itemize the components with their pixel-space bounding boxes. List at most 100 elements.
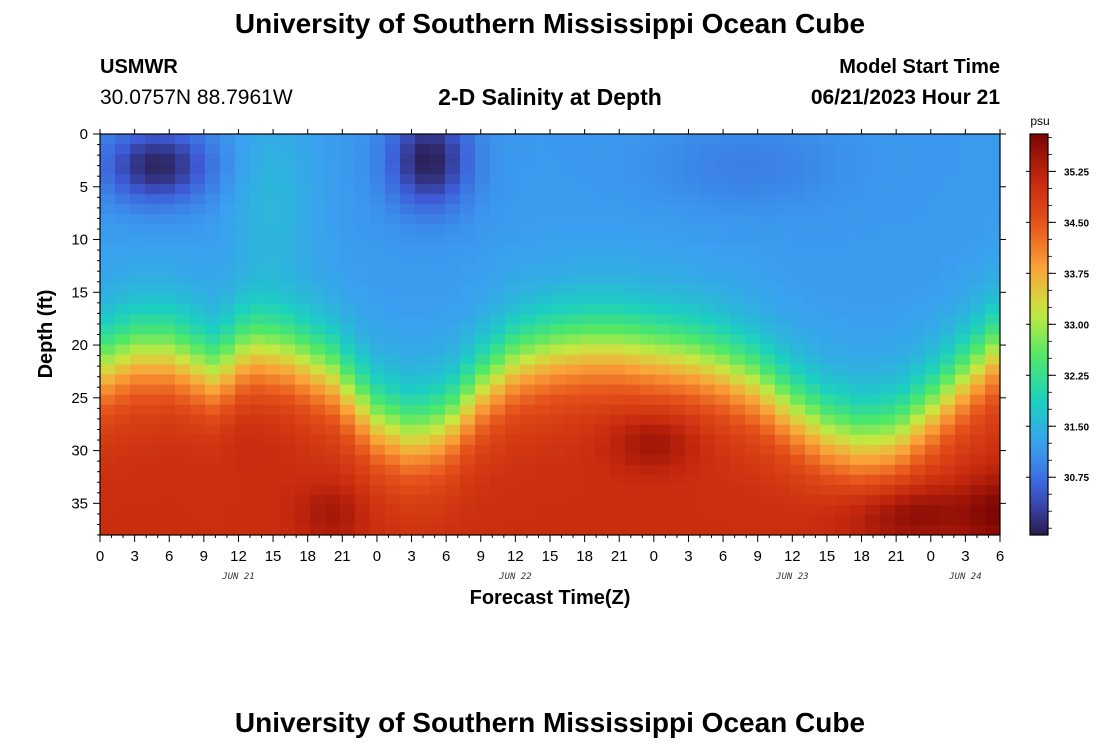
heatmap-cell <box>295 314 311 326</box>
heatmap-cell <box>535 144 551 155</box>
heatmap-cell <box>640 414 656 426</box>
heatmap-cell <box>685 254 701 265</box>
heatmap-cell <box>940 394 956 406</box>
heatmap-cell <box>490 384 506 396</box>
heatmap-cell <box>175 244 191 255</box>
heatmap-cell <box>940 434 956 446</box>
heatmap-cell <box>655 294 671 306</box>
heatmap-cell <box>190 514 206 526</box>
heatmap-cell <box>325 204 341 215</box>
heatmap-cell <box>325 234 341 245</box>
heatmap-cell <box>220 384 236 396</box>
heatmap-cell <box>445 474 461 486</box>
heatmap-cell <box>115 434 131 446</box>
heatmap-cell <box>820 354 836 366</box>
heatmap-cell <box>370 354 386 366</box>
heatmap-cell <box>670 324 686 336</box>
heatmap-cell <box>715 174 731 185</box>
heatmap-cell <box>895 334 911 346</box>
heatmap-cell <box>715 444 731 456</box>
heatmap-cell <box>340 504 356 516</box>
heatmap-cell <box>535 424 551 436</box>
heatmap-cell <box>880 354 896 366</box>
heatmap-cell <box>760 254 776 265</box>
heatmap-cell <box>925 464 941 476</box>
heatmap-cell <box>925 184 941 195</box>
heatmap-cell <box>805 324 821 336</box>
heatmap-cell <box>490 204 506 215</box>
heatmap-cell <box>700 354 716 366</box>
heatmap-cell <box>175 494 191 506</box>
heatmap-cell <box>985 364 1000 376</box>
heatmap-cell <box>970 204 986 215</box>
heatmap-cell <box>790 484 806 496</box>
heatmap-cell <box>430 524 446 535</box>
heatmap-cell <box>745 444 761 456</box>
heatmap-cell <box>145 244 161 255</box>
heatmap-cell <box>760 134 776 145</box>
heatmap-cell <box>385 444 401 456</box>
heatmap-cell <box>580 214 596 225</box>
heatmap-cell <box>550 334 566 346</box>
heatmap-cell <box>670 454 686 466</box>
heatmap-cell <box>715 204 731 215</box>
heatmap-cell <box>220 514 236 526</box>
heatmap-cell <box>100 474 116 486</box>
heatmap-cell <box>415 254 431 265</box>
x-tick-label: 12 <box>507 548 524 565</box>
heatmap-cell <box>265 494 281 506</box>
heatmap-cell <box>505 494 521 506</box>
heatmap-cell <box>295 414 311 426</box>
heatmap-cell <box>430 504 446 516</box>
heatmap-cell <box>880 474 896 486</box>
heatmap-cell <box>385 424 401 436</box>
heatmap-cell <box>325 494 341 506</box>
heatmap-cell <box>415 474 431 486</box>
heatmap-cell <box>700 424 716 436</box>
heatmap-cell <box>535 224 551 235</box>
heatmap-cell <box>790 464 806 476</box>
heatmap-cell <box>550 404 566 416</box>
heatmap-cell <box>700 494 716 506</box>
heatmap-cell <box>880 424 896 436</box>
heatmap-cell <box>715 314 731 326</box>
heatmap-cell <box>580 424 596 436</box>
heatmap-cell <box>415 394 431 406</box>
heatmap-cell <box>955 204 971 215</box>
heatmap-cell <box>760 184 776 195</box>
heatmap-cell <box>730 434 746 446</box>
heatmap-cell <box>430 384 446 396</box>
heatmap-cell <box>790 354 806 366</box>
heatmap-cell <box>955 444 971 456</box>
heatmap-cell <box>265 464 281 476</box>
heatmap-cell <box>265 374 281 386</box>
x-axis-title: Forecast Time(Z) <box>470 587 631 609</box>
heatmap-cell <box>340 134 356 145</box>
heatmap-cell <box>550 504 566 516</box>
heatmap-cell <box>610 524 626 535</box>
heatmap-cell <box>655 204 671 215</box>
heatmap-cell <box>445 424 461 436</box>
heatmap-cell <box>970 274 986 285</box>
heatmap-cell <box>910 144 926 155</box>
heatmap-cell <box>850 254 866 265</box>
heatmap-cell <box>940 354 956 366</box>
heatmap-cell <box>670 494 686 506</box>
heatmap-cell <box>235 214 251 225</box>
heatmap-cell <box>730 284 746 296</box>
heatmap-cell <box>115 414 131 426</box>
heatmap-cell <box>775 294 791 306</box>
heatmap-cell <box>955 314 971 326</box>
heatmap-cell <box>190 404 206 416</box>
heatmap-cell <box>745 424 761 436</box>
heatmap-cell <box>700 454 716 466</box>
heatmap-cell <box>760 264 776 275</box>
heatmap-cell <box>205 304 221 316</box>
heatmap-cell <box>955 364 971 376</box>
heatmap-cell <box>145 304 161 316</box>
heatmap-cell <box>475 164 491 175</box>
heatmap-cell <box>835 464 851 476</box>
heatmap-cell <box>145 454 161 466</box>
heatmap-cell <box>445 234 461 245</box>
heatmap-cell <box>250 234 266 245</box>
